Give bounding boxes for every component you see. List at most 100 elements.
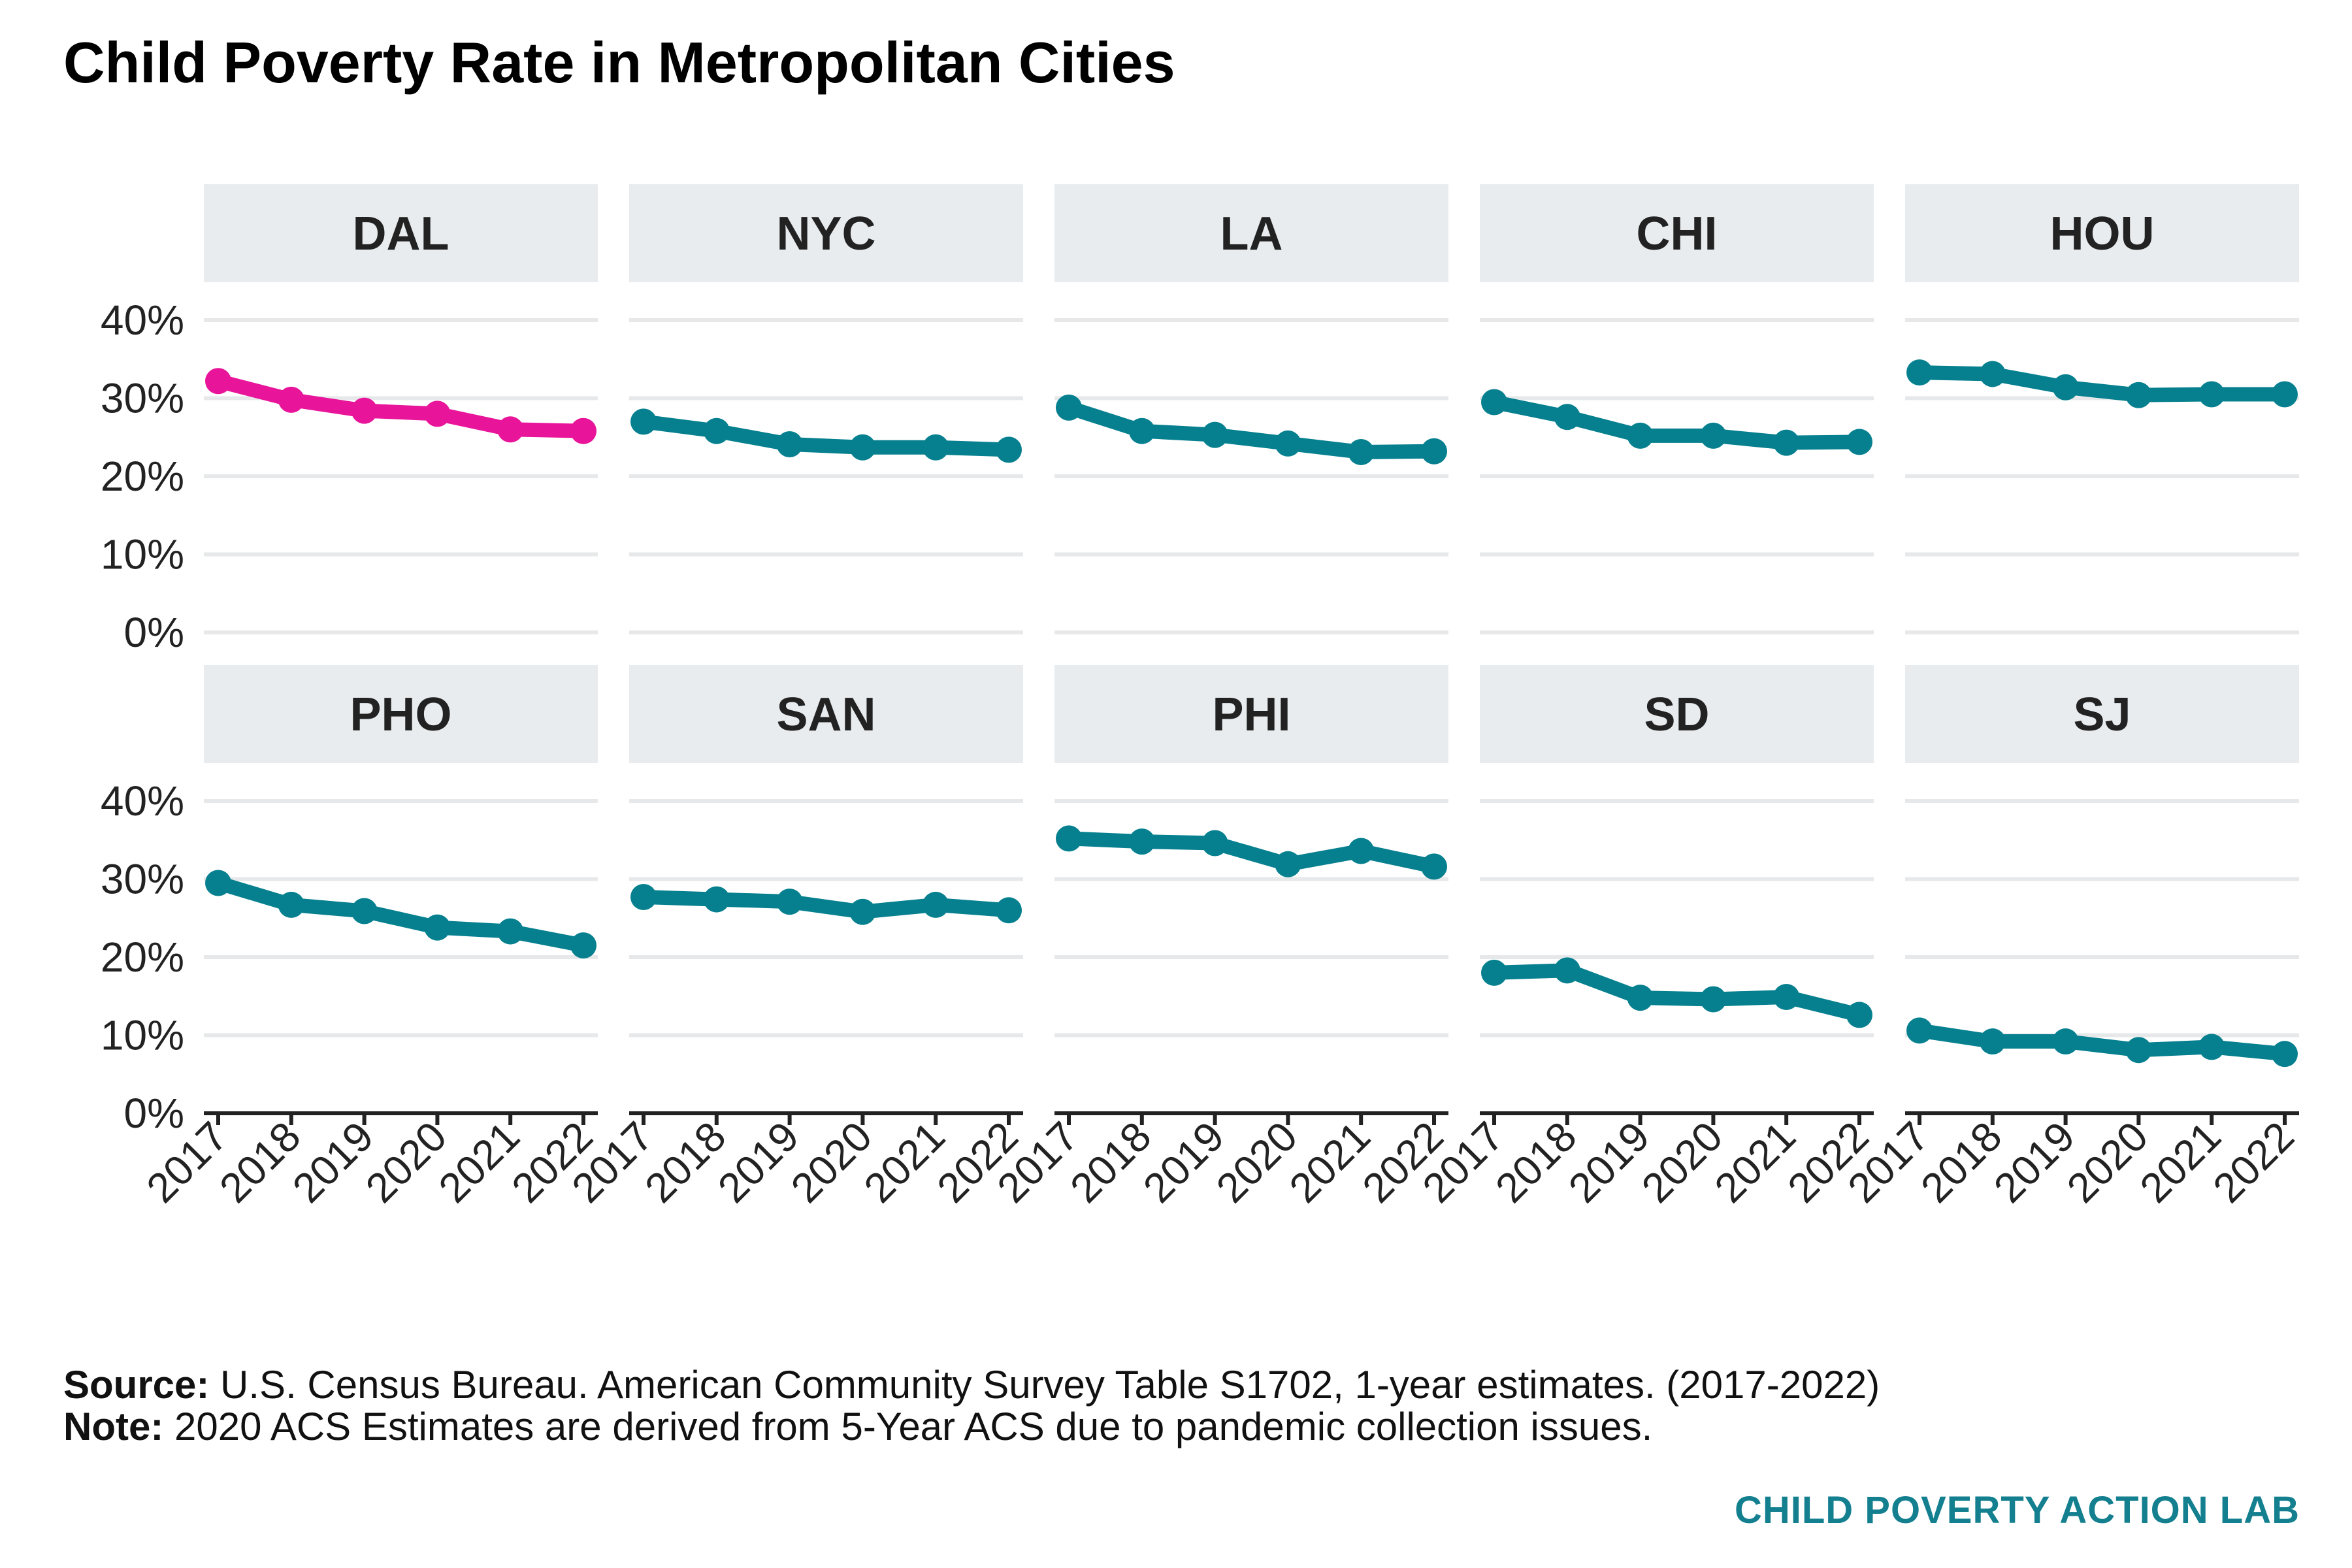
data-point <box>570 932 596 959</box>
data-point <box>1773 429 1800 456</box>
data-point <box>703 886 730 913</box>
data-point <box>849 898 876 925</box>
data-point <box>2198 1034 2225 1060</box>
data-point <box>923 891 949 918</box>
y-tick-label: 30% <box>101 375 184 422</box>
data-point <box>630 883 657 910</box>
panel-sj: SJ <box>1905 665 2299 1125</box>
y-tick-label: 10% <box>101 1012 184 1059</box>
faceted-line-chart: DAL 0% 10% 20% 30% 40% NYC LA CHI HOU PHO 0% 10% 20% 3… <box>101 184 2303 1212</box>
series-line <box>1487 395 1867 450</box>
strip-label: PHI <box>1212 689 1290 741</box>
note-text: 2020 ACS Estimates are derived from 5-Ye… <box>163 1405 1653 1448</box>
data-point <box>1979 361 2006 387</box>
data-point <box>1979 1028 2006 1055</box>
x-tick-label: 2021 <box>430 1113 529 1212</box>
data-point <box>1201 830 1228 857</box>
strip-bg <box>1480 665 1874 763</box>
strip-bg <box>1905 665 2299 763</box>
data-point <box>630 408 657 435</box>
strip-label: NYC <box>776 208 875 260</box>
data-point <box>996 897 1022 924</box>
y-tick-label: 20% <box>101 453 184 500</box>
data-point <box>2052 374 2079 400</box>
data-point <box>1421 853 1447 880</box>
panel-pho: PHO <box>204 665 598 1125</box>
data-point <box>776 431 803 458</box>
data-point <box>1348 838 1375 864</box>
panel-hou: HOU <box>1905 184 2299 634</box>
series-line <box>1487 963 1867 1022</box>
strip-bg <box>1054 665 1448 763</box>
data-point <box>1481 389 1507 416</box>
data-point <box>1128 417 1155 444</box>
y-tick-label: 0% <box>124 1090 185 1137</box>
strip-label: LA <box>1220 208 1283 260</box>
source-label: Source: <box>63 1363 210 1407</box>
data-point <box>1700 422 1727 449</box>
x-tick-label: 2018 <box>1486 1113 1586 1212</box>
data-point <box>2272 381 2298 408</box>
x-tick-label: 2022 <box>2204 1113 2303 1212</box>
data-point <box>351 898 378 924</box>
data-point <box>2198 381 2225 408</box>
strip-bg <box>1054 184 1448 282</box>
series-line <box>1912 365 2292 402</box>
data-point <box>351 397 378 424</box>
data-point <box>1846 429 1872 455</box>
data-point <box>1056 825 1082 852</box>
data-point <box>1481 959 1507 986</box>
data-point <box>1906 359 1933 386</box>
data-point <box>2125 1037 2152 1064</box>
data-point <box>1275 851 1301 877</box>
strip-label: PHO <box>350 689 451 741</box>
strip-bg <box>204 184 598 282</box>
data-point <box>570 417 596 444</box>
y-tick-label: 10% <box>101 531 184 578</box>
series-line <box>211 875 591 953</box>
strip-bg <box>629 184 1023 282</box>
data-point <box>278 386 304 413</box>
data-point <box>2052 1028 2079 1055</box>
series-line <box>636 414 1016 457</box>
data-point <box>1627 422 1654 449</box>
strip-label: HOU <box>2050 208 2155 260</box>
brand-label: CHILD POVERTY ACTION LAB <box>1734 1489 2300 1531</box>
x-tick-label: 2018 <box>636 1113 735 1212</box>
x-tick-label: 2021 <box>2131 1113 2230 1212</box>
panel-phi: PHI <box>1054 665 1448 1125</box>
x-tick-label: 2019 <box>1560 1113 1659 1212</box>
data-point <box>1128 828 1155 855</box>
data-point <box>1275 430 1301 457</box>
y-tick-label: 40% <box>101 777 184 825</box>
panel-sd: SD <box>1480 665 1874 1125</box>
panel-dal: DAL <box>204 184 598 634</box>
data-point <box>1554 404 1580 431</box>
x-tick-label: 2020 <box>1207 1113 1307 1212</box>
chart-title: Child Poverty Rate in Metropolitan Citie… <box>63 30 1175 95</box>
panel-chi: CHI <box>1480 184 1874 634</box>
data-point <box>1700 986 1727 1013</box>
data-point <box>205 870 231 896</box>
data-point <box>1056 394 1082 421</box>
strip-bg <box>1480 184 1874 282</box>
x-tick-label: 2020 <box>782 1113 881 1212</box>
data-point <box>497 918 524 945</box>
data-point <box>424 914 451 941</box>
data-point <box>424 400 451 427</box>
y-tick-label: 30% <box>101 856 184 903</box>
data-point <box>1846 1002 1872 1028</box>
strip-label: CHI <box>1637 208 1718 260</box>
strip-bg <box>629 665 1023 763</box>
data-point <box>205 368 231 395</box>
series-line <box>1062 400 1441 459</box>
data-point <box>1201 421 1228 448</box>
x-tick-label: 2021 <box>855 1113 955 1212</box>
chart-footer: Source: U.S. Census Bureau. American Com… <box>63 1364 1880 1448</box>
series-line <box>636 889 1016 919</box>
strip-label: SAN <box>776 689 875 741</box>
data-point <box>1554 957 1580 984</box>
data-point <box>1906 1017 1933 1044</box>
strip-bg <box>204 665 598 763</box>
data-point <box>1421 438 1447 465</box>
